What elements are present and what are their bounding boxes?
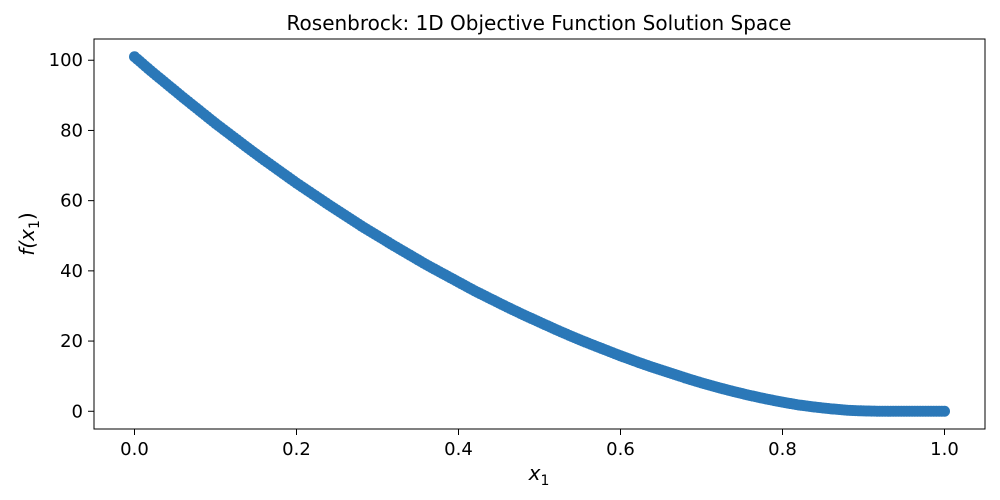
y-tick-label: 40 bbox=[60, 261, 83, 282]
x-tick-label: 0.8 bbox=[768, 439, 797, 460]
y-tick-label: 100 bbox=[49, 50, 83, 71]
x-tick-label: 0.6 bbox=[606, 439, 635, 460]
y-tick-label: 0 bbox=[72, 401, 83, 422]
x-tick-label: 0.0 bbox=[120, 439, 149, 460]
y-tick-label: 80 bbox=[60, 120, 83, 141]
y-axis: 0 20 40 60 80 100 bbox=[49, 50, 94, 422]
x-axis: 0.0 0.2 0.4 0.6 0.8 1.0 bbox=[120, 429, 959, 460]
data-point bbox=[939, 405, 950, 417]
y-tick-label: 60 bbox=[60, 191, 83, 212]
scatter-series bbox=[129, 51, 950, 417]
x-tick-label: 1.0 bbox=[930, 439, 959, 460]
x-axis-label: x1 bbox=[528, 461, 550, 489]
y-axis-label: f(x1) bbox=[15, 212, 43, 255]
y-tick-label: 20 bbox=[60, 331, 83, 352]
x-tick-label: 0.2 bbox=[282, 439, 311, 460]
x-tick-label: 0.4 bbox=[444, 439, 473, 460]
chart-title: Rosenbrock: 1D Objective Function Soluti… bbox=[287, 11, 792, 35]
plot-frame bbox=[93, 38, 986, 430]
